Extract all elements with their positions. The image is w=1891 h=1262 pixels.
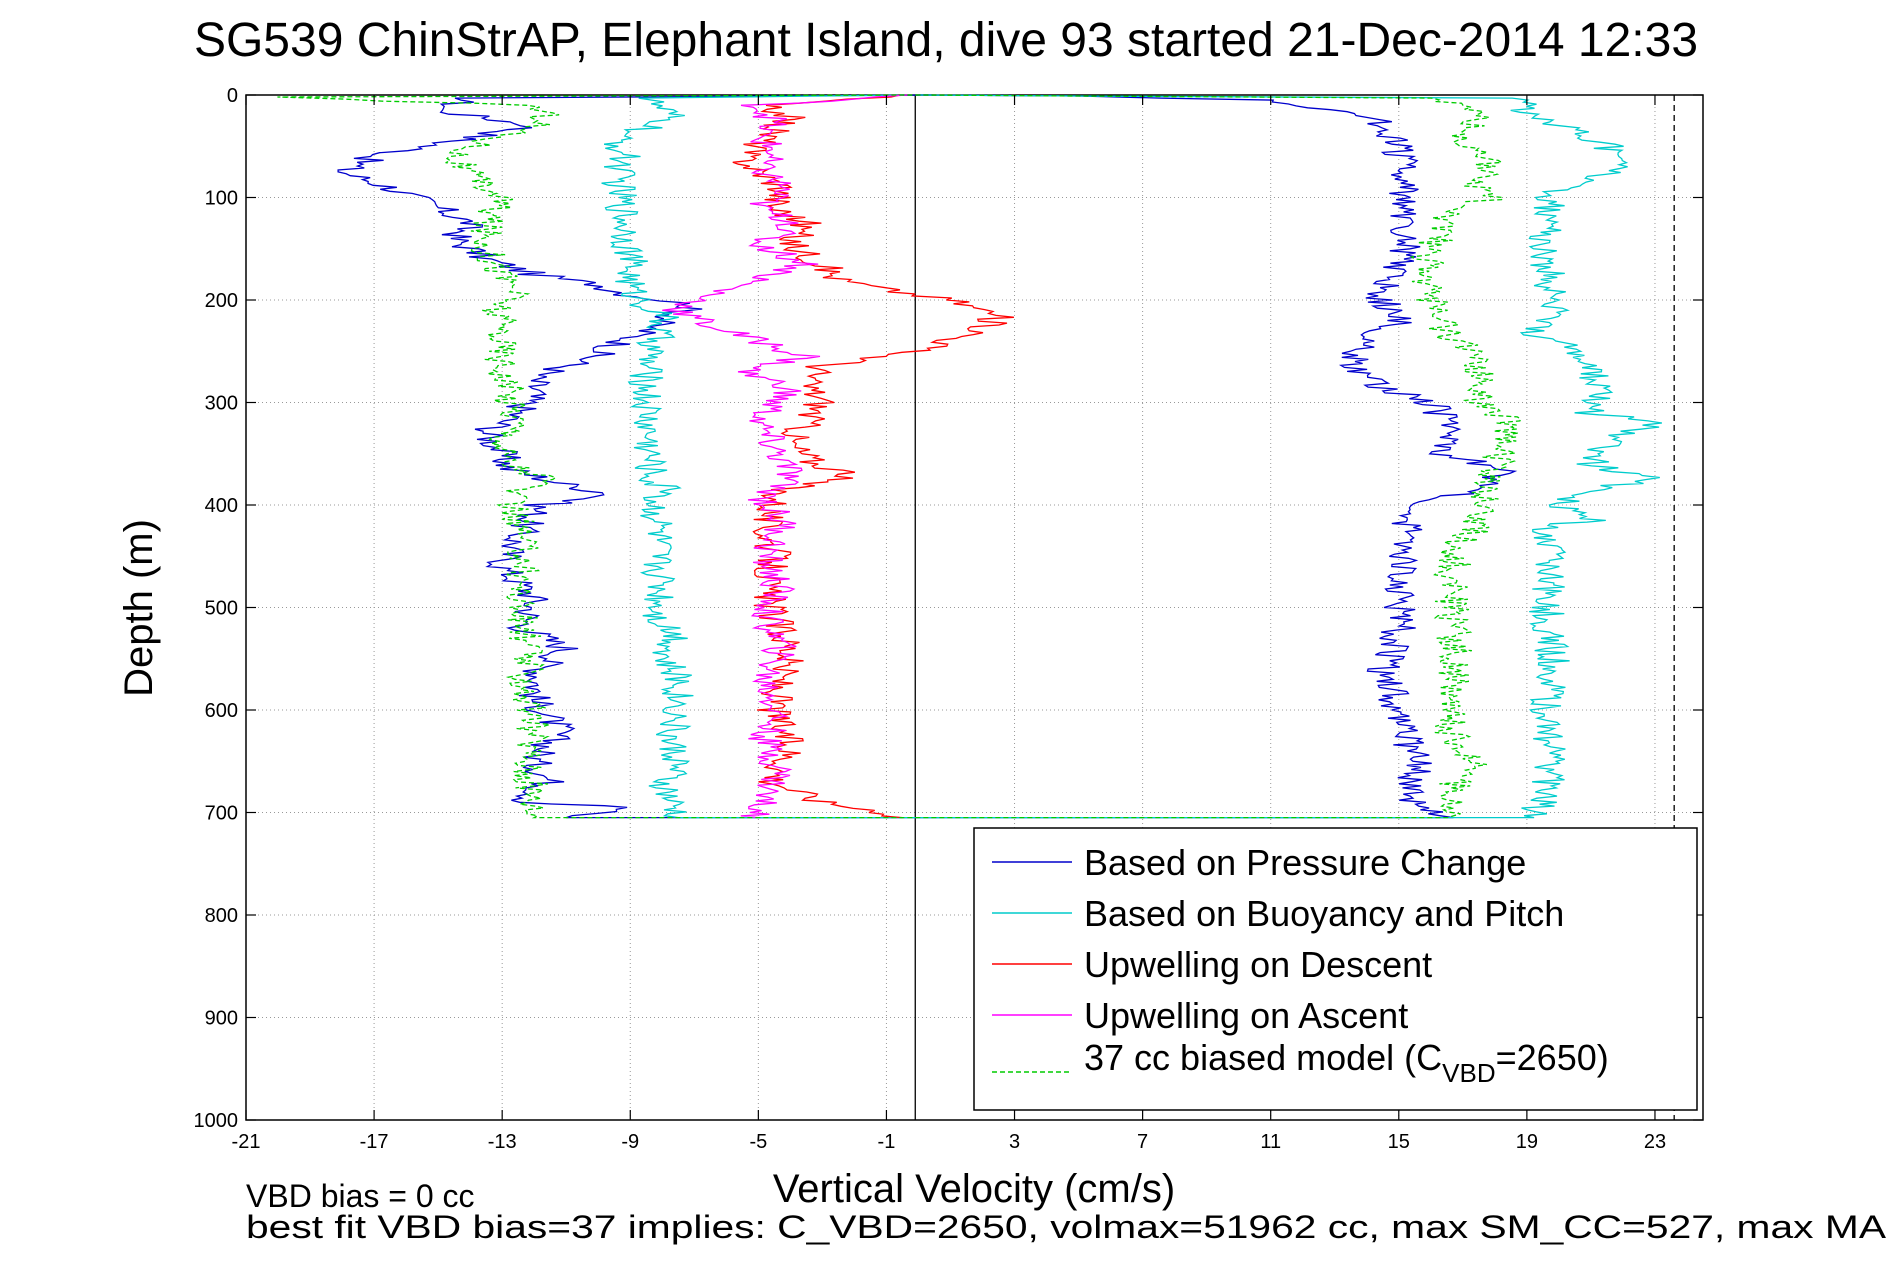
x-tick-label: -13 [488, 1131, 517, 1153]
chart-title: SG539 ChinStrAP, Elephant Island, dive 9… [194, 14, 1698, 67]
x-tick-label: -21 [232, 1131, 261, 1153]
y-tick-label: 400 [205, 495, 238, 517]
series-line-2 [732, 94, 1014, 819]
legend: Based on Pressure Change Based on Buoyanc… [973, 827, 1698, 1111]
y-tick-label: 0 [227, 85, 238, 107]
legend-label: Based on Pressure Change [1084, 842, 1526, 883]
series-line-1 [601, 94, 1662, 819]
x-tick-label: 23 [1644, 1131, 1666, 1153]
x-tick-label: 3 [1009, 1131, 1020, 1153]
vbd-bias-note: VBD bias = 0 cc [246, 1178, 475, 1214]
y-tick-label: 900 [205, 1008, 238, 1030]
x-tick-label: -1 [878, 1131, 896, 1153]
x-tick-label: 11 [1260, 1131, 1281, 1153]
y-tick-label: 1000 [194, 1110, 239, 1132]
legend-label: Based on Buoyancy and Pitch [1084, 893, 1564, 934]
y-tick-label: 800 [205, 905, 238, 927]
y-tick-label: 500 [205, 598, 238, 620]
series-line-3 [662, 94, 908, 819]
legend-box [973, 827, 1698, 1111]
legend-label: Upwelling on Ascent [1084, 995, 1408, 1036]
legend-label: 37 cc biased model (CVBD=2650) [1084, 1037, 1609, 1088]
x-axis-ticks: -21 -17 -13 -9 -5 -1 3 7 11 15 19 23 [232, 95, 1666, 1153]
y-axis-label: Depth (m) [117, 519, 161, 697]
x-tick-label: -9 [621, 1131, 639, 1153]
y-tick-label: 600 [205, 700, 238, 722]
best-fit-note: best fit VBD bias=37 implies: C_VBD=2650… [246, 1209, 1887, 1245]
legend-label: Upwelling on Descent [1084, 944, 1432, 985]
x-tick-label: 7 [1137, 1131, 1148, 1153]
series-line-0 [337, 94, 1518, 819]
y-tick-label: 300 [205, 393, 238, 415]
series-layer [277, 94, 1662, 819]
series-line-4 [277, 94, 1522, 819]
x-tick-label: 15 [1388, 1131, 1410, 1153]
x-tick-label: 19 [1516, 1131, 1538, 1153]
grid [246, 95, 1703, 1120]
y-tick-label: 700 [205, 803, 238, 825]
y-axis-ticks: 0 100 200 300 400 500 600 700 800 900 1000 [194, 85, 1703, 1132]
x-axis-label: Vertical Velocity (cm/s) [773, 1167, 1175, 1211]
x-tick-label: -17 [360, 1131, 389, 1153]
y-tick-label: 200 [205, 290, 238, 312]
x-tick-label: -5 [749, 1131, 767, 1153]
y-tick-label: 100 [205, 188, 238, 210]
